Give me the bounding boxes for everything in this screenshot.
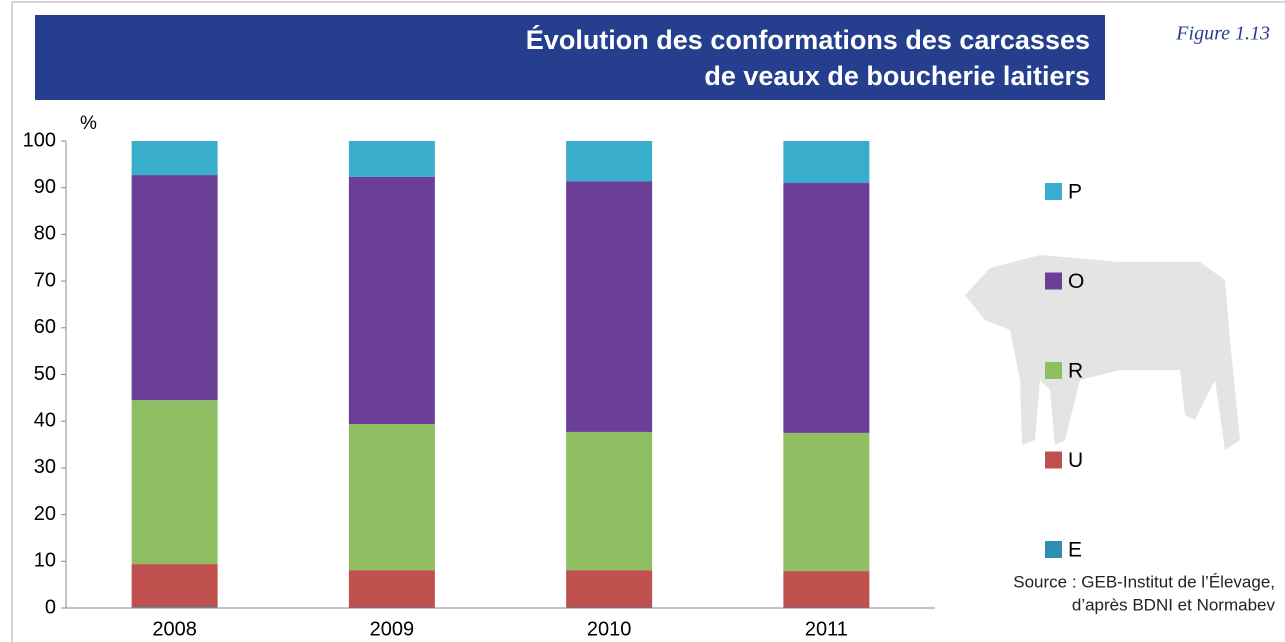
bar-segment [131,141,218,176]
figure-label: Figure 1.13 [1175,23,1270,45]
bar-segment [783,183,870,433]
source-note: d’après BDNI et Normabev [1072,595,1276,614]
legend-label: U [1068,449,1083,472]
chart-title: de veaux de boucherie laitiers [704,61,1090,91]
legend-label: E [1068,539,1082,562]
y-tick-label: 0 [45,596,56,618]
y-tick-label: 90 [34,176,56,198]
bar-segment [566,181,653,432]
y-tick-label: 30 [34,456,56,478]
y-tick-label: 60 [34,316,56,338]
bar-segment [566,141,653,182]
x-tick-label: 2009 [370,618,415,640]
legend-label: O [1068,270,1084,293]
bar-segment [348,176,435,425]
legend-label: P [1068,181,1082,204]
bar-segment [783,141,870,184]
bar-segment [783,571,870,608]
y-tick-label: 50 [34,363,56,385]
y-tick-label: 80 [34,223,56,245]
bar-segment [348,424,435,571]
x-tick-label: 2008 [152,618,197,640]
title-box [35,15,1105,100]
source-note: Source : GEB-Institut de l’Élevage, [1013,572,1275,591]
bar-segment [131,175,218,401]
y-tick-label: 20 [34,503,56,525]
calf-silhouette [965,255,1240,450]
legend-swatch [1045,451,1062,469]
y-axis-label: % [80,113,97,134]
legend-swatch [1045,362,1062,379]
y-tick-label: 70 [34,269,56,291]
legend-label: R [1068,360,1083,383]
x-tick-label: 2010 [587,618,632,640]
bar-segment [348,570,435,608]
bar-segment [131,607,218,608]
chart-title: Évolution des conformations des carcasse… [526,24,1090,55]
y-tick-label: 40 [34,409,56,431]
bar-segment [783,432,870,572]
legend-swatch [1045,541,1062,558]
bar-segment [131,564,218,608]
legend-swatch [1045,272,1062,290]
y-tick-label: 100 [23,129,56,151]
bar-segment [348,141,435,177]
bar-segment [566,431,653,571]
bar-segment [566,570,653,608]
legend-swatch [1045,183,1062,200]
bar-segment [131,400,218,565]
y-tick-label: 10 [34,550,56,572]
x-tick-label: 2011 [805,618,848,640]
